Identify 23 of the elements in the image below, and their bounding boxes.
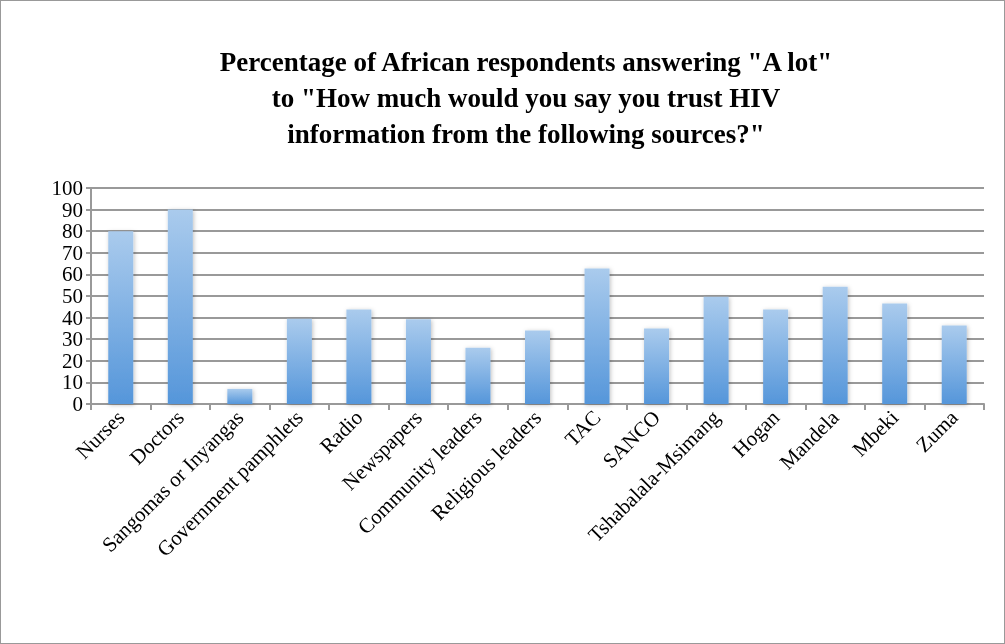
y-tick-label: 40 [62,305,83,330]
bar [346,309,372,404]
y-tick-label: 90 [62,197,83,222]
y-tick-label: 100 [51,176,83,200]
bar [584,268,610,404]
bar [286,318,312,404]
bar [822,286,848,404]
bar [227,388,253,404]
bar [525,330,550,404]
y-tick-label: 50 [62,284,83,308]
bar [167,209,193,404]
y-tick-label: 60 [62,262,83,287]
bar [882,303,908,404]
chart-title: Percentage of African respondents answering "A lot" to "How much would you say you trust HIV information from the following sources?" [219,47,833,149]
bar [941,325,967,404]
y-tick-label: 0 [72,392,83,416]
bar [644,328,670,404]
bar [703,296,729,404]
bar [763,309,789,404]
y-tick-label: 10 [62,370,83,395]
bar [465,347,491,404]
bar [108,231,134,404]
bar [405,319,431,404]
